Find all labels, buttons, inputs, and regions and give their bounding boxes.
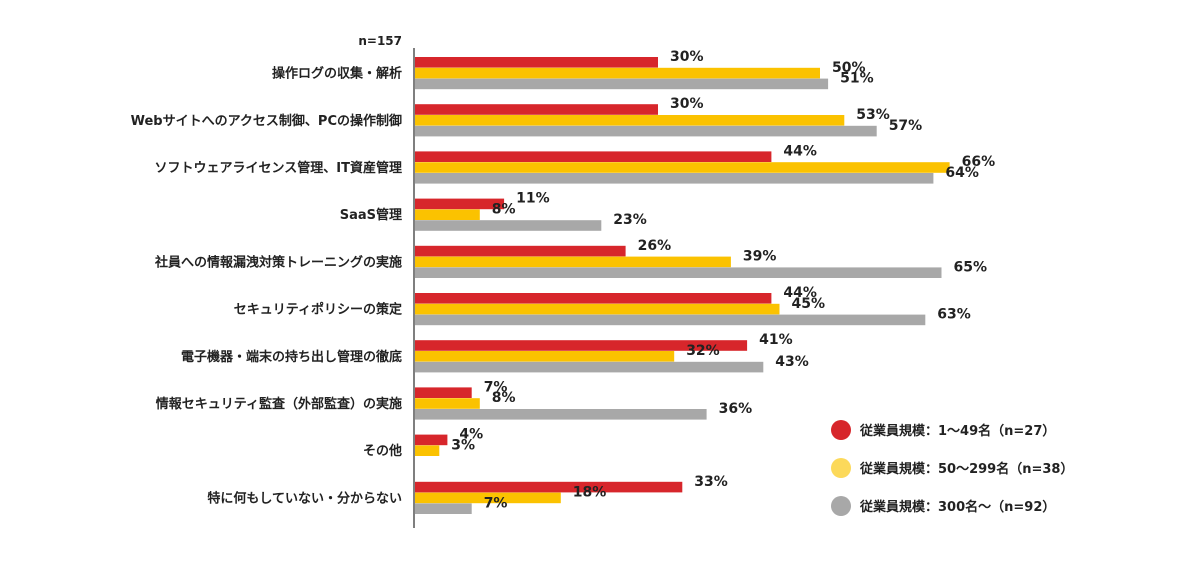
data-label: 45%: [792, 296, 826, 312]
category-label: Webサイトへのアクセス制御、PCの操作制御: [131, 113, 402, 129]
data-label: 8%: [492, 201, 516, 217]
data-label: 3%: [451, 437, 475, 453]
data-label: 57%: [889, 118, 923, 134]
category-label: 電子機器・端末の持ち出し管理の徹底: [181, 349, 402, 365]
data-label: 43%: [775, 354, 809, 370]
bar: [415, 503, 472, 514]
bar: [415, 198, 505, 210]
sample-size-note: n=157: [358, 34, 402, 48]
bar: [415, 125, 877, 137]
category-label: 特に何もしていない・分からない: [207, 490, 402, 506]
data-label: 44%: [783, 143, 817, 159]
bar: [415, 267, 942, 278]
data-label: 18%: [573, 485, 607, 501]
legend-label: 従業員規模：50〜299名（n=38）: [859, 461, 1073, 477]
bar: [415, 256, 731, 268]
category-label: セキュリティポリシーの策定: [234, 302, 402, 318]
bar: [415, 162, 950, 173]
category-label: 情報セキュリティ監査（外部監査）の実施: [156, 396, 402, 412]
legend-swatch: [831, 496, 851, 516]
data-label: 33%: [694, 474, 728, 490]
data-label: 7%: [484, 379, 508, 395]
bar: [415, 245, 626, 257]
bars-layer: [415, 57, 950, 514]
data-label: 4%: [459, 427, 483, 443]
bar: [415, 398, 480, 409]
bar: [415, 361, 764, 373]
bar: [415, 387, 472, 398]
category-label: 社員への情報漏洩対策トレーニングの実施: [154, 254, 402, 270]
data-label: 7%: [484, 495, 508, 511]
bar: [415, 209, 480, 220]
legend-swatch: [831, 458, 851, 478]
bar: [415, 445, 440, 456]
bar: [415, 104, 658, 115]
bar: [415, 173, 934, 184]
category-label: その他: [363, 443, 402, 459]
data-label: 39%: [743, 249, 777, 265]
bar: [415, 151, 772, 162]
data-label: 41%: [759, 332, 793, 348]
bar: [415, 303, 780, 315]
bar: [415, 434, 448, 446]
data-label: 11%: [516, 191, 550, 207]
category-label: 操作ログの収集・解析: [272, 66, 402, 82]
bar: [415, 115, 845, 126]
legend: 従業員規模：1〜49名（n=27） 従業員規模：50〜299名（n=38） 従業員規…: [831, 420, 1073, 516]
data-label: 65%: [954, 259, 988, 275]
data-label: 8%: [492, 390, 516, 406]
data-label: 30%: [670, 49, 704, 65]
data-label: 30%: [670, 96, 704, 112]
bar: [415, 351, 675, 362]
bar: [415, 293, 772, 304]
bar: [415, 78, 829, 90]
legend-label: 従業員規模：1〜49名（n=27）: [859, 423, 1055, 439]
bar: [415, 492, 561, 504]
bar: [415, 314, 926, 326]
category-label: SaaS管理: [340, 207, 402, 223]
data-label: 51%: [840, 71, 874, 87]
data-label: 23%: [613, 212, 647, 228]
bar: [415, 220, 602, 231]
bar: [415, 481, 683, 493]
data-label: 63%: [937, 307, 971, 323]
data-label: 53%: [856, 107, 890, 123]
legend-label: 従業員規模：300名〜（n=92）: [859, 499, 1055, 515]
bar: [415, 340, 748, 351]
bar: [415, 67, 820, 79]
data-label: 66%: [962, 154, 996, 170]
data-label: 44%: [783, 285, 817, 301]
data-label: 26%: [638, 238, 672, 254]
bar: [415, 409, 707, 420]
data-label: 36%: [719, 401, 753, 417]
data-label: 32%: [686, 343, 720, 359]
labels-layer: 操作ログの収集・解析 30% 50%51% Webサイトへのアクセス制御、PCの操作制…: [131, 49, 996, 511]
category-label: ソフトウェアライセンス管理、IT資産管理: [155, 160, 402, 176]
legend-swatch: [831, 420, 851, 440]
bar: [415, 57, 658, 68]
data-label: 64%: [945, 165, 979, 181]
data-label: 50%: [832, 60, 866, 76]
